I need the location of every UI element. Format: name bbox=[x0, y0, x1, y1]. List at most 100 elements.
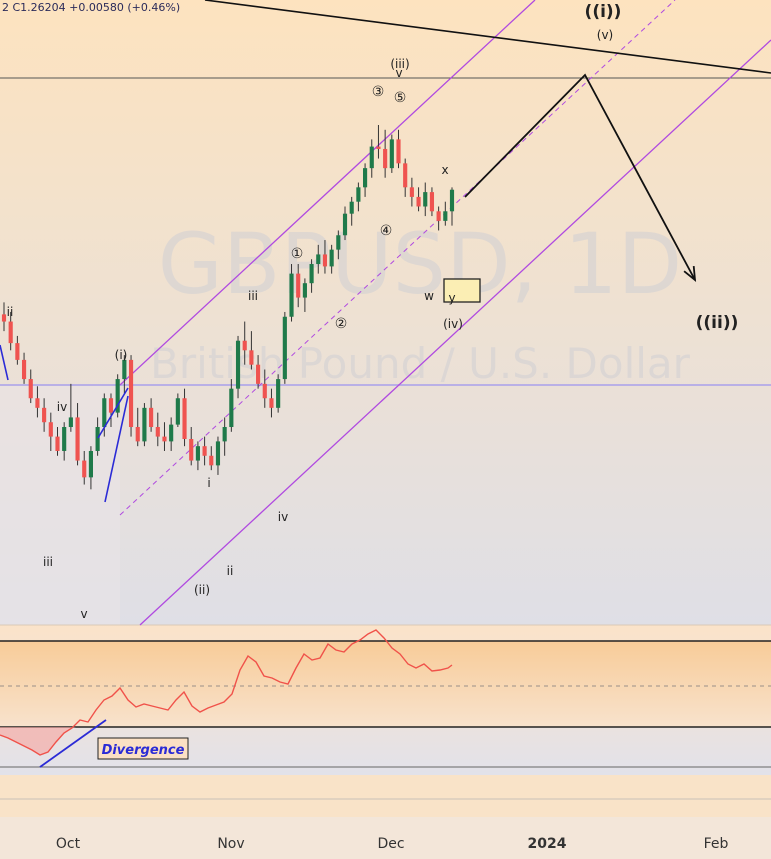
projection-arrow bbox=[464, 73, 697, 283]
candle bbox=[142, 403, 147, 447]
candle-body bbox=[82, 460, 87, 478]
candle-body bbox=[349, 201, 354, 214]
candle-body bbox=[296, 273, 301, 298]
candle-body bbox=[155, 427, 160, 437]
wave-label: ((i)) bbox=[585, 2, 622, 22]
candle bbox=[108, 393, 114, 428]
wave-label: iv bbox=[57, 400, 67, 414]
candle-body bbox=[135, 427, 140, 442]
candle bbox=[28, 369, 33, 404]
candle-body bbox=[21, 359, 27, 380]
candle-body bbox=[28, 379, 33, 399]
candle bbox=[55, 427, 60, 456]
candle bbox=[8, 311, 13, 351]
rsi-overbought-band bbox=[0, 641, 771, 727]
candle-body bbox=[142, 407, 147, 442]
candle-body bbox=[342, 213, 348, 236]
candle-body bbox=[369, 146, 374, 169]
candle bbox=[115, 374, 120, 418]
candle-body bbox=[68, 417, 73, 428]
candle-body bbox=[175, 398, 180, 425]
candle bbox=[369, 139, 374, 178]
wave-label: ii bbox=[7, 305, 14, 319]
time-axis-label: 2024 bbox=[528, 836, 567, 852]
candle bbox=[363, 163, 368, 197]
wave-label: ((ii)) bbox=[696, 313, 739, 333]
candle-body bbox=[336, 235, 341, 250]
wedge-lines bbox=[0, 344, 129, 503]
wave-label: ii bbox=[227, 564, 234, 578]
candle bbox=[182, 388, 187, 447]
wave-label: (v) bbox=[597, 28, 613, 42]
candle bbox=[429, 187, 435, 217]
candle-body bbox=[436, 211, 441, 221]
divergence: Divergence bbox=[97, 737, 189, 760]
time-axis-label: Nov bbox=[217, 836, 244, 852]
candle bbox=[262, 369, 267, 408]
candle-body bbox=[376, 146, 381, 149]
candle bbox=[202, 436, 207, 466]
candle bbox=[75, 403, 80, 466]
candle bbox=[276, 374, 281, 413]
candle-body bbox=[276, 379, 281, 408]
candle-body bbox=[396, 139, 401, 164]
candle-body bbox=[282, 316, 287, 380]
time-axis-background bbox=[0, 817, 771, 859]
projection-path bbox=[464, 73, 696, 281]
candle-body bbox=[289, 273, 294, 317]
wave-label: (i) bbox=[115, 348, 128, 362]
wedge-line bbox=[97, 387, 129, 439]
candle-body bbox=[249, 350, 254, 365]
candle bbox=[235, 335, 241, 399]
candle bbox=[62, 422, 67, 461]
candle bbox=[389, 134, 394, 173]
candle bbox=[316, 244, 321, 274]
candle bbox=[282, 311, 287, 384]
candle-body bbox=[8, 321, 13, 344]
candle-body bbox=[215, 441, 221, 466]
candle bbox=[15, 335, 20, 365]
candle bbox=[209, 446, 214, 471]
candle-body bbox=[189, 438, 194, 461]
lower-pane-strip bbox=[0, 775, 771, 817]
time-axis-label: Oct bbox=[56, 836, 81, 852]
candle-body bbox=[256, 364, 261, 384]
target-box bbox=[443, 278, 481, 303]
candle-body bbox=[416, 196, 421, 207]
target-box bbox=[443, 278, 481, 303]
candle bbox=[175, 393, 180, 428]
wave-label: (iv) bbox=[443, 317, 463, 331]
candle bbox=[215, 436, 221, 475]
candle bbox=[376, 125, 381, 159]
wedge-line bbox=[0, 344, 9, 381]
candle-body bbox=[302, 283, 307, 298]
time-axis: Oct Nov Dec 2024 Feb bbox=[56, 836, 729, 852]
candle-body bbox=[329, 249, 334, 267]
wave-label: ③ bbox=[372, 84, 385, 100]
divergence-label: Divergence bbox=[102, 743, 185, 758]
candle-body bbox=[409, 187, 414, 197]
wave-label: i bbox=[207, 476, 210, 490]
wave-label: (ii) bbox=[194, 583, 210, 597]
price-pane-left-shade bbox=[0, 385, 120, 625]
candle-body bbox=[182, 398, 187, 439]
candle-body bbox=[42, 407, 47, 423]
candle-body bbox=[443, 211, 448, 221]
candle bbox=[195, 441, 200, 471]
candle bbox=[189, 427, 194, 466]
watermark-symbol: GBPUSD, 1D bbox=[158, 215, 682, 313]
wave-label: v bbox=[80, 607, 87, 621]
candle bbox=[229, 379, 234, 432]
candle-body bbox=[202, 446, 207, 456]
candle-body bbox=[235, 340, 241, 389]
candle bbox=[443, 201, 448, 226]
candle bbox=[242, 321, 247, 365]
wedge-line bbox=[104, 395, 129, 503]
wave-label: (iii) bbox=[390, 57, 409, 71]
wave-label: iv bbox=[278, 510, 288, 524]
rsi-line bbox=[0, 629, 453, 756]
projection-arrowhead bbox=[683, 265, 697, 283]
candle-body bbox=[423, 192, 428, 207]
descending-trendline bbox=[204, 0, 771, 74]
